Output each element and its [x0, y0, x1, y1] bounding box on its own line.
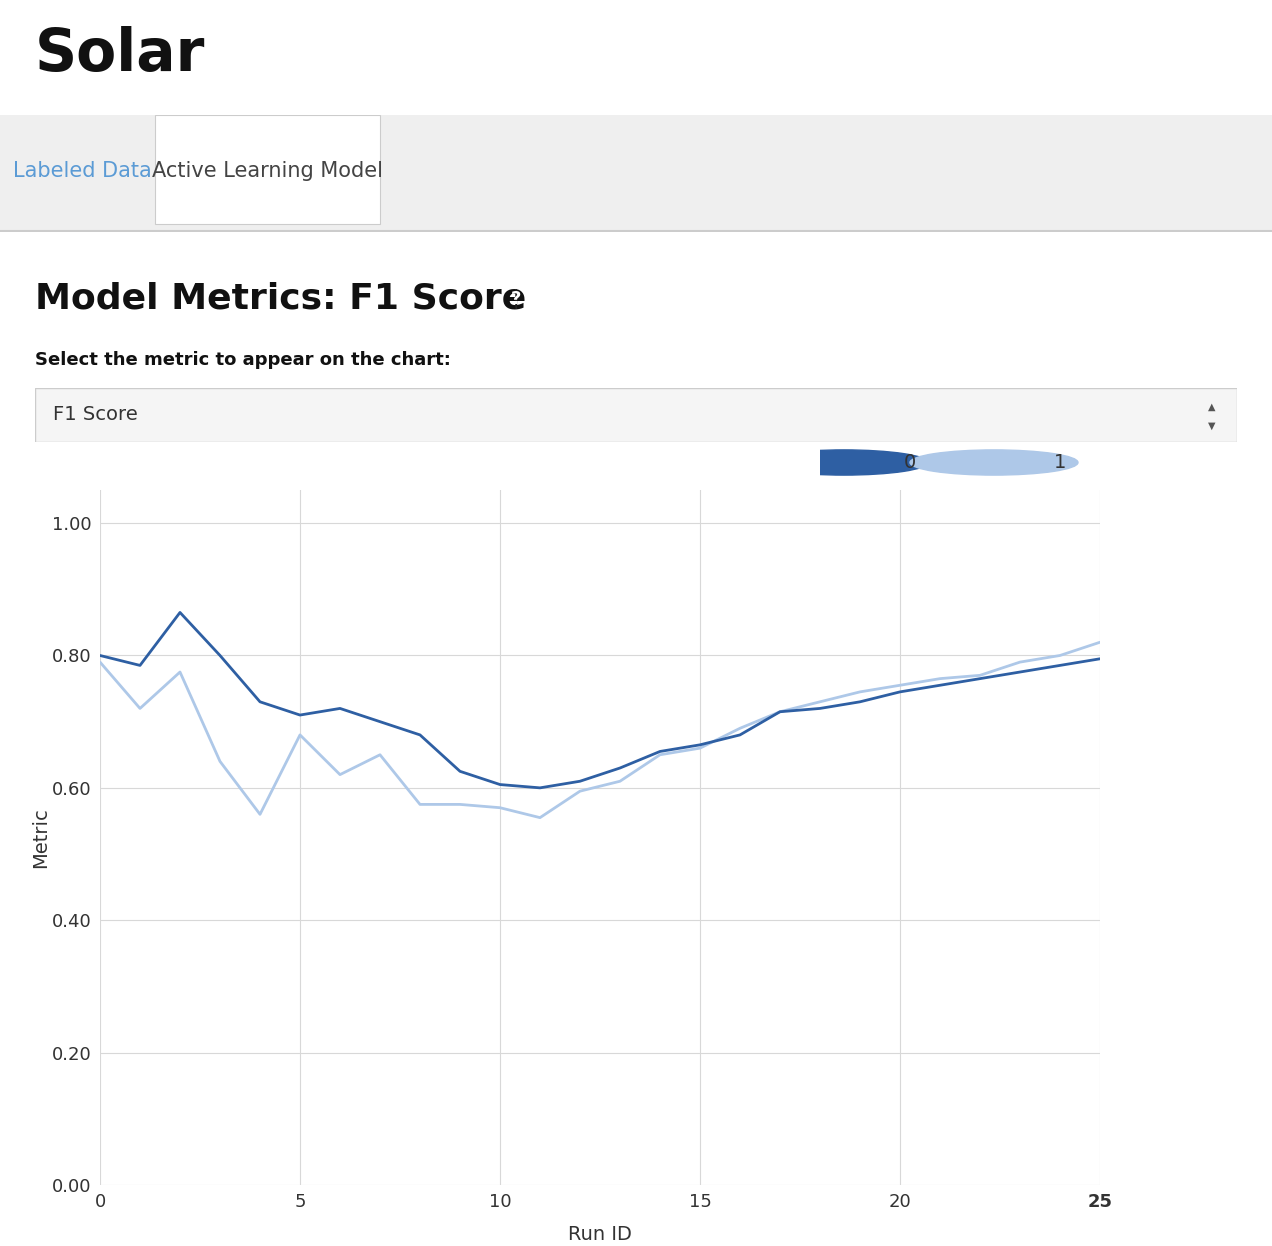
Text: ▲: ▲	[1208, 402, 1215, 412]
Text: Labeled Data: Labeled Data	[13, 161, 151, 181]
FancyBboxPatch shape	[36, 388, 1236, 442]
Y-axis label: Metric: Metric	[32, 807, 51, 868]
Circle shape	[759, 450, 929, 475]
Bar	[155, 115, 380, 224]
Text: ▼: ▼	[1208, 421, 1215, 431]
Text: Select the metric to appear on the chart:: Select the metric to appear on the chart…	[36, 351, 450, 369]
Circle shape	[909, 450, 1077, 475]
Text: Active Learning Model: Active Learning Model	[151, 161, 383, 181]
Text: 1: 1	[1054, 454, 1066, 472]
X-axis label: Run ID: Run ID	[569, 1225, 632, 1245]
Text: 0: 0	[904, 454, 916, 472]
Text: Solar: Solar	[36, 25, 205, 82]
Text: F1 Score: F1 Score	[53, 405, 137, 425]
Text: Model Metrics: F1 Score: Model Metrics: F1 Score	[36, 282, 527, 316]
Text: ?: ?	[511, 290, 522, 308]
